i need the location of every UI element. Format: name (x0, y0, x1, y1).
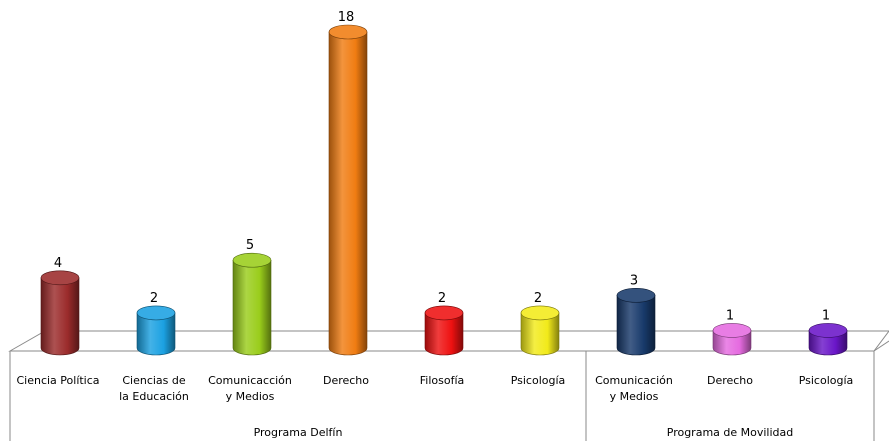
category-axis: Ciencia Política Ciencias de la Educación C… (9, 351, 875, 441)
bar-8: 1 (712, 308, 752, 356)
category-label: Derecho (323, 374, 369, 387)
category-label: Filosofía (420, 374, 465, 387)
value-label: 1 (726, 308, 734, 323)
bar-body (616, 295, 656, 356)
value-label: 4 (54, 256, 62, 271)
bar-3: 5 (232, 238, 272, 356)
category-label: Ciencia Política (16, 374, 99, 387)
bar-body (232, 259, 272, 356)
bar-6: 2 (520, 291, 560, 356)
bars-group: 4 2 5 18 2 2 3 1 1 (40, 10, 848, 356)
value-label: 2 (150, 291, 158, 306)
value-label: 1 (822, 308, 830, 323)
bar-body (424, 312, 464, 356)
bar-top (40, 270, 80, 286)
bar-top (232, 252, 272, 268)
bar-top (808, 323, 848, 338)
category-label: Derecho (707, 374, 753, 387)
bar-4: 18 (328, 10, 368, 356)
bar-5: 2 (424, 291, 464, 356)
bar-2: 2 (136, 291, 176, 356)
bar-top (424, 305, 464, 321)
category-label: Comunicacción y Medios (208, 374, 292, 403)
category-label: Psicología (799, 374, 854, 387)
bar-7: 3 (616, 273, 656, 356)
bar-top (712, 323, 752, 338)
group-label: Programa Delfín (254, 426, 343, 439)
bar-1: 4 (40, 256, 80, 356)
bar-top (136, 305, 176, 321)
bar-body (40, 277, 80, 356)
floor-edge (873, 340, 889, 352)
category-label: Psicología (511, 374, 566, 387)
value-label: 18 (338, 10, 355, 25)
category-label: Comunicación y Medios (595, 374, 673, 403)
category-label: Ciencias de la Educación (119, 374, 189, 403)
bar-top (616, 288, 656, 303)
bar-9: 1 (808, 308, 848, 356)
bar-top (328, 24, 368, 40)
value-label: 2 (534, 291, 542, 306)
group-label: Programa de Movilidad (667, 426, 794, 439)
bar-body (520, 312, 560, 356)
value-label: 3 (630, 273, 638, 288)
value-label: 5 (246, 238, 254, 253)
bar-body (328, 31, 368, 356)
value-label: 2 (438, 291, 446, 306)
bar-top (520, 305, 560, 321)
bar-body (136, 312, 176, 356)
